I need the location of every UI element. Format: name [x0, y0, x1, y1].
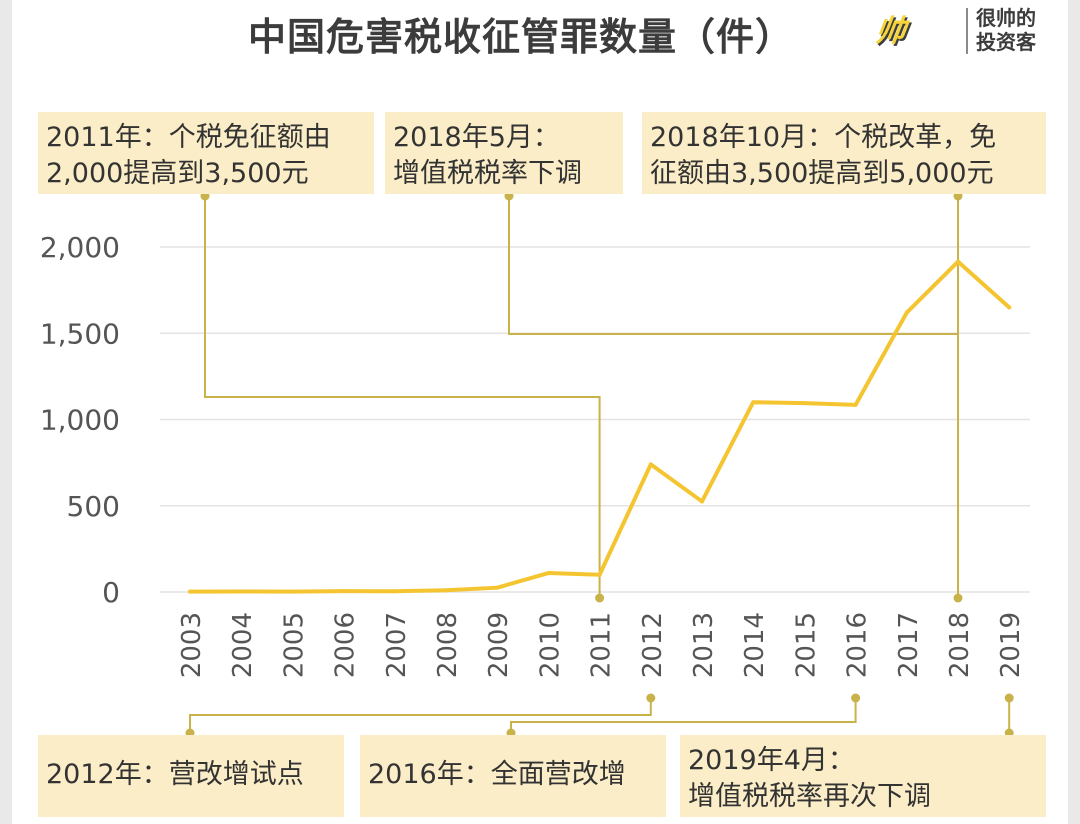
logo-line-2: 投资客 [976, 30, 1036, 54]
annotation-2018-oct: 2018年10月：个税改革，免 征额由3,500提高到5,000元 [642, 112, 1046, 194]
data-point-2014 [751, 400, 756, 405]
annotation-2012-line1: 2012年：营改增试点 [46, 759, 304, 790]
data-point-2015 [802, 401, 807, 406]
annotation-2018-may-line2: 增值税税率下调 [393, 158, 582, 189]
x-tick-label-2011: 2011 [587, 612, 617, 678]
annotation-2011: 2011年：个税免征额由 2,000提高到3,500元 [38, 112, 374, 194]
annotation-2016: 2016年：全面营改增 [360, 735, 666, 817]
annotation-2011-line2: 2,000提高到3,500元 [46, 158, 309, 189]
data-point-2008 [444, 588, 448, 593]
annotation-2019: 2019年4月： 增值税税率再次下调 [680, 735, 1046, 817]
chart-title: 中国危害税收征管罪数量（件） [248, 15, 795, 59]
x-tick-label-2012: 2012 [638, 612, 668, 678]
data-point-2007 [392, 589, 397, 594]
x-tick-label-2019: 2019 [996, 612, 1026, 678]
x-tick-label-2007: 2007 [382, 612, 412, 678]
connector-dot-2011-axis [595, 593, 605, 603]
annotation-2012: 2012年：营改增试点 [38, 735, 344, 817]
annotation-2018-oct-line1: 2018年10月：个税改革，免 [650, 122, 997, 153]
x-tick-label-2004: 2004 [228, 612, 258, 678]
data-point-2009 [495, 585, 500, 590]
x-tick-label-2008: 2008 [433, 612, 463, 678]
y-tick-label-2000: 2,000 [40, 231, 120, 264]
annotation-2011-line1: 2011年：个税免征额由 [46, 122, 331, 153]
annotation-2019-line2: 增值税税率再次下调 [688, 781, 931, 812]
data-point-2005 [290, 589, 295, 594]
x-tick-label-2013: 2013 [689, 612, 719, 678]
y-tick-label-500: 500 [67, 490, 120, 523]
logo-divider [966, 8, 968, 54]
x-tick-label-2018: 2018 [945, 612, 975, 678]
x-tick-label-2014: 2014 [740, 612, 770, 678]
y-tick-label-1500: 1,500 [40, 317, 120, 350]
data-point-2010 [546, 571, 551, 576]
data-point-2012 [648, 462, 653, 467]
logo-line-1: 很帅的 [976, 6, 1036, 30]
annotation-2018-may-line1: 2018年5月： [393, 122, 560, 153]
left-frame [0, 0, 12, 824]
connector-dot-2018-oct-axis [953, 593, 963, 603]
annotation-2018-oct-line2: 征额由3,500提高到5,000元 [650, 158, 994, 189]
connector-dot-2016 [851, 693, 861, 703]
data-point-2019 [1007, 305, 1012, 310]
connector-2016 [510, 698, 857, 733]
data-point-2004 [239, 589, 244, 594]
x-tick-label-2005: 2005 [279, 612, 309, 678]
annotation-2018-may: 2018年5月： 增值税税率下调 [385, 112, 623, 194]
data-point-2017 [904, 310, 909, 315]
x-tick-label-2006: 2006 [331, 612, 361, 678]
x-tick-label-2009: 2009 [484, 612, 514, 678]
data-point-2013 [700, 499, 704, 504]
connector-dot-2012 [646, 693, 656, 703]
connector-2011 [204, 196, 601, 598]
data-point-2016 [853, 402, 858, 407]
data-point-2006 [341, 589, 346, 594]
x-tick-label-2016: 2016 [843, 612, 873, 678]
x-tick-label-2017: 2017 [894, 612, 924, 678]
connector-2018-may [508, 196, 958, 335]
data-point-2011 [597, 572, 602, 577]
annotation-2019-line1: 2019年4月： [688, 745, 855, 776]
x-tick-label-2010: 2010 [535, 612, 565, 678]
connector-dot-2019 [1004, 693, 1014, 703]
y-tick-label-1000: 1,000 [40, 404, 120, 437]
y-tick-label-0: 0 [102, 576, 120, 609]
connector-2012 [189, 698, 652, 733]
x-tick-label-2015: 2015 [791, 612, 821, 678]
right-frame [1068, 0, 1080, 824]
x-tick-label-2003: 2003 [177, 612, 207, 678]
data-point-2003 [188, 589, 192, 594]
brand-logo-text: 很帅的 投资客 [976, 6, 1036, 54]
annotation-2016-line1: 2016年：全面营改增 [368, 759, 626, 790]
data-point-2018 [956, 259, 960, 264]
